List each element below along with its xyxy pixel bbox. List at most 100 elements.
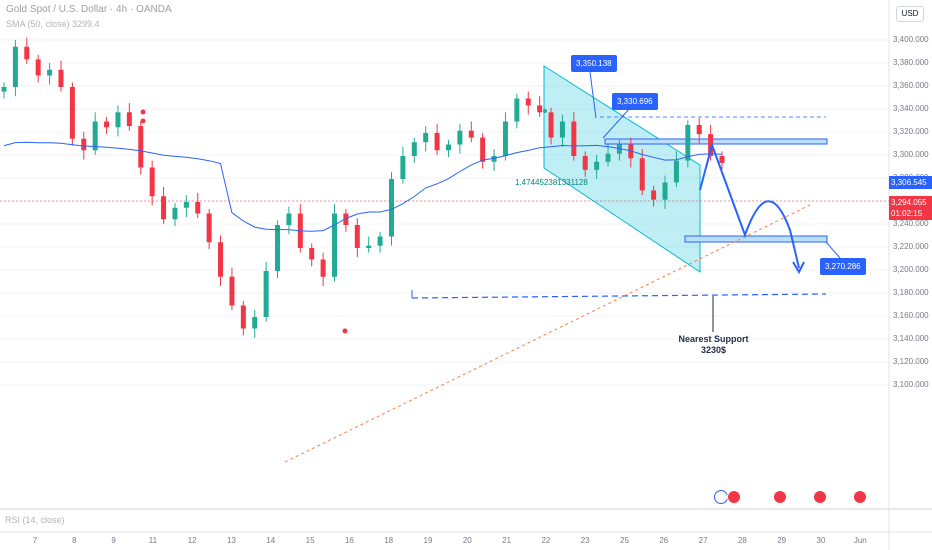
price-axis-label: 3,240.000 bbox=[893, 219, 929, 228]
projection-path bbox=[699, 141, 800, 269]
nearest-support-label: Nearest Support 3230$ bbox=[676, 334, 751, 356]
bearish-candle bbox=[343, 213, 349, 225]
high-pointer bbox=[589, 71, 597, 119]
target-label: 3,270.286 bbox=[820, 258, 866, 275]
bearish-candle bbox=[548, 112, 554, 138]
bearish-candle bbox=[468, 130, 474, 138]
bullish-candle bbox=[605, 153, 611, 162]
price-axis-label: 3,320.000 bbox=[893, 127, 929, 136]
price-axis-label: 3,180.000 bbox=[893, 288, 929, 297]
bullish-candle bbox=[183, 202, 189, 208]
target-zone bbox=[684, 235, 828, 243]
price-axis-label: 3,100.000 bbox=[893, 380, 929, 389]
bearish-candle bbox=[354, 225, 360, 248]
time-axis-label: 26 bbox=[659, 536, 669, 545]
bearish-candle bbox=[161, 196, 167, 220]
bullish-candle bbox=[411, 142, 417, 156]
time-axis-label: 9 bbox=[111, 536, 116, 545]
us-flag-event-icon[interactable] bbox=[853, 490, 867, 504]
chart-title: Gold Spot / U.S. Dollar · 4h · OANDA bbox=[6, 4, 172, 15]
time-axis-label: 22 bbox=[541, 536, 551, 545]
bearish-candle bbox=[218, 242, 224, 277]
price-axis-label: 3,160.000 bbox=[893, 311, 929, 320]
bullish-candle bbox=[559, 121, 565, 138]
us-flag-event-icon[interactable] bbox=[727, 490, 741, 504]
time-axis-label: 11 bbox=[148, 536, 158, 545]
bearish-candle bbox=[104, 121, 110, 128]
time-axis-label: 12 bbox=[187, 536, 197, 545]
price-axis-label: 3,120.000 bbox=[893, 357, 929, 366]
time-axis-label: 18 bbox=[384, 536, 394, 545]
bullish-candle bbox=[502, 121, 508, 156]
bullish-candle bbox=[400, 156, 406, 179]
bullish-candle bbox=[388, 179, 394, 237]
rising-trendline bbox=[284, 203, 813, 463]
bearish-candle bbox=[320, 259, 326, 277]
price-axis-label: 3,400.000 bbox=[893, 35, 929, 44]
rsi-label[interactable]: RSI (14, close) bbox=[5, 515, 65, 525]
price-axis-label: 3,140.000 bbox=[893, 334, 929, 343]
time-axis-label: 27 bbox=[698, 536, 708, 545]
candles bbox=[1, 37, 725, 338]
bullish-candle bbox=[263, 271, 269, 317]
bullish-candle bbox=[115, 112, 121, 128]
bullish-candle bbox=[423, 133, 429, 143]
lightning-event-icon[interactable] bbox=[714, 490, 728, 504]
bearish-candle bbox=[719, 156, 725, 163]
time-axis-label: 29 bbox=[777, 536, 787, 545]
support-line1: Nearest Support bbox=[678, 334, 749, 344]
bearish-candle bbox=[24, 46, 30, 60]
time-axis-label: 15 bbox=[305, 536, 315, 545]
bullish-candle bbox=[616, 144, 622, 154]
bearish-candle bbox=[58, 69, 64, 87]
us-flag-event-icon[interactable] bbox=[813, 490, 827, 504]
us-flag-event-icon[interactable] bbox=[773, 490, 787, 504]
bearish-candle bbox=[696, 124, 702, 135]
bearish-candle bbox=[480, 137, 486, 162]
bullish-candle bbox=[491, 156, 497, 162]
descending-channel bbox=[543, 65, 701, 273]
bearish-candle bbox=[537, 105, 543, 113]
second-high-label: 3,330.696 bbox=[612, 93, 658, 110]
time-axis-label: 30 bbox=[816, 536, 826, 545]
bearish-candle bbox=[434, 133, 440, 151]
bullish-candle bbox=[47, 69, 53, 76]
bearish-candle bbox=[571, 121, 577, 156]
time-axis-label: Jun bbox=[853, 536, 867, 545]
bullish-candle bbox=[594, 161, 600, 170]
price-axis-label: 3,300.000 bbox=[893, 150, 929, 159]
bullish-candle bbox=[685, 124, 691, 161]
price-axis-label: 3,380.000 bbox=[893, 58, 929, 67]
support-line bbox=[411, 293, 827, 299]
bullish-candle bbox=[12, 46, 18, 87]
bearish-candle bbox=[582, 156, 588, 170]
signal-dot bbox=[140, 118, 146, 124]
bearish-candle bbox=[651, 190, 657, 200]
sma-line bbox=[3, 141, 723, 232]
time-axis-label: 21 bbox=[502, 536, 512, 545]
currency-button[interactable]: USD bbox=[896, 6, 924, 22]
support-line2: 3230$ bbox=[700, 345, 727, 355]
time-axis-label: 8 bbox=[72, 536, 77, 545]
bullish-candle bbox=[662, 182, 668, 200]
bearish-candle bbox=[229, 276, 235, 306]
bullish-candle bbox=[92, 121, 98, 151]
second-high-pointer bbox=[602, 107, 631, 139]
resistance-zone bbox=[604, 138, 828, 145]
bullish-candle bbox=[172, 207, 178, 220]
indicator-label: SMA (50, close) 3299.4 bbox=[6, 19, 100, 29]
time-axis-label: 20 bbox=[462, 536, 472, 545]
bearish-candle bbox=[81, 138, 87, 151]
bullish-candle bbox=[1, 87, 7, 92]
bullish-candle bbox=[275, 225, 281, 271]
time-axis-label: 23 bbox=[580, 536, 590, 545]
bullish-candle bbox=[457, 130, 463, 145]
time-axis-label: 19 bbox=[423, 536, 433, 545]
bearish-candle bbox=[639, 158, 645, 191]
price-axis-label: 3,340.000 bbox=[893, 104, 929, 113]
signal-dot bbox=[543, 109, 547, 113]
bearish-candle bbox=[69, 87, 75, 139]
channel-note: 1.474452381331128 bbox=[515, 178, 588, 187]
time-axis-label: 13 bbox=[227, 536, 236, 545]
